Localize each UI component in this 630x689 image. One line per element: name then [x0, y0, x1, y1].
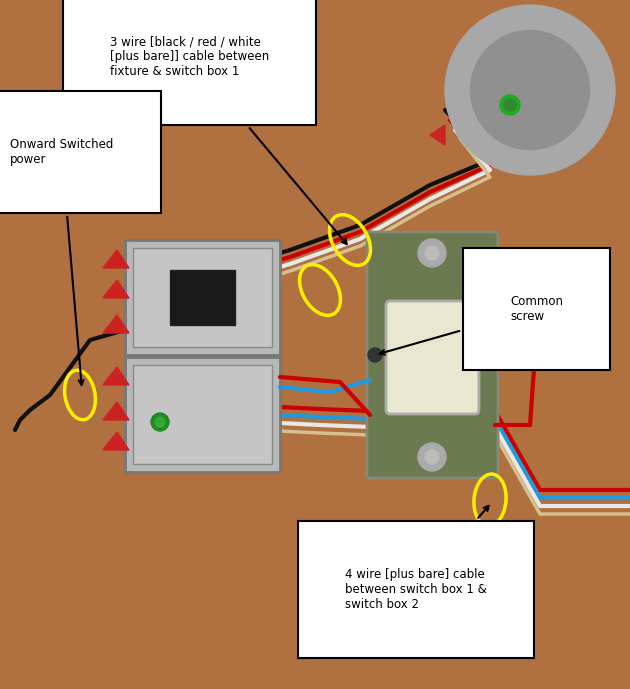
Text: Onward Switched
power: Onward Switched power	[10, 138, 113, 385]
FancyBboxPatch shape	[133, 248, 272, 347]
Text: 4 wire [plus bare] cable
between switch box 1 &
switch box 2: 4 wire [plus bare] cable between switch …	[345, 506, 489, 611]
Circle shape	[445, 5, 615, 175]
Circle shape	[155, 417, 165, 427]
Circle shape	[425, 246, 439, 260]
Text: 3 wire [black / red / white
[plus bare]] cable between
fixture & switch box 1: 3 wire [black / red / white [plus bare]]…	[110, 35, 346, 244]
FancyBboxPatch shape	[125, 357, 280, 472]
Polygon shape	[103, 280, 129, 298]
FancyBboxPatch shape	[170, 270, 235, 325]
Polygon shape	[430, 125, 445, 145]
Polygon shape	[103, 315, 129, 333]
Circle shape	[425, 450, 439, 464]
FancyBboxPatch shape	[133, 365, 272, 464]
Polygon shape	[103, 250, 129, 268]
Circle shape	[500, 95, 520, 115]
Circle shape	[471, 30, 590, 150]
Circle shape	[418, 239, 446, 267]
Circle shape	[504, 99, 516, 111]
Polygon shape	[103, 402, 129, 420]
Circle shape	[151, 413, 169, 431]
FancyBboxPatch shape	[125, 240, 280, 355]
FancyBboxPatch shape	[386, 301, 479, 414]
Circle shape	[368, 348, 382, 362]
Polygon shape	[103, 432, 129, 450]
Polygon shape	[103, 367, 129, 385]
FancyBboxPatch shape	[367, 232, 498, 478]
Text: Common
screw: Common screw	[380, 295, 563, 355]
Circle shape	[418, 443, 446, 471]
